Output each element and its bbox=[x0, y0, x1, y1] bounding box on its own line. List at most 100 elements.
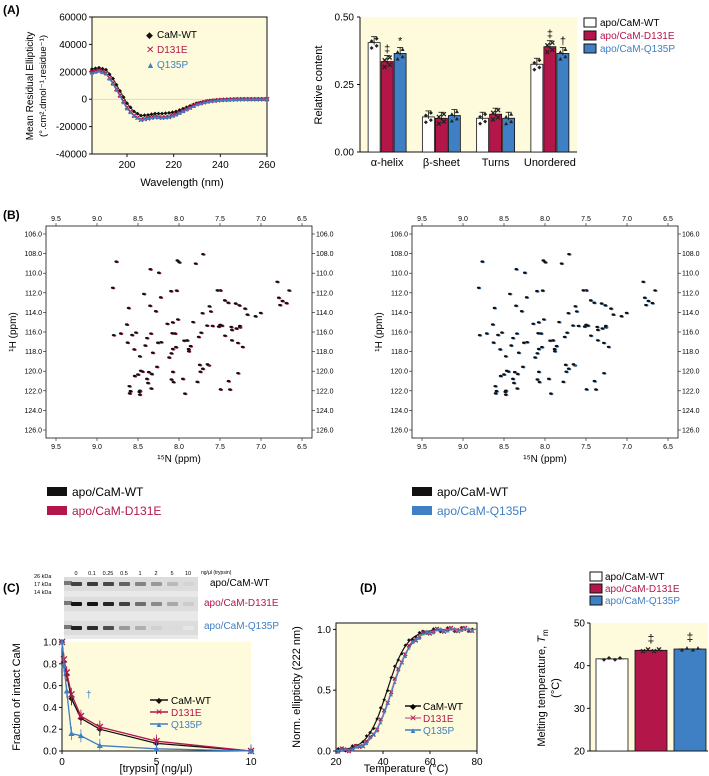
nmr-peak-wt bbox=[253, 315, 258, 318]
svg-text:▲: ▲ bbox=[409, 726, 417, 735]
cd-point bbox=[195, 102, 199, 107]
melt-point bbox=[449, 626, 453, 630]
nmr-peak-wt bbox=[506, 370, 511, 373]
melt-point bbox=[424, 629, 429, 633]
ss-significance: * bbox=[398, 35, 403, 47]
nmr-peak-wt bbox=[142, 292, 146, 296]
trypsin-point bbox=[153, 745, 160, 752]
nmr-spectrum-left: 9.5 9.5 9.0 9.0 8.5 8.5 8.0 8.0 7.5 7.5 7.0 7.0 6.5 6… bbox=[8, 216, 334, 465]
nmr-peak-wt bbox=[567, 252, 571, 256]
ss-bar bbox=[502, 117, 516, 153]
ss-replicate bbox=[382, 57, 388, 63]
nmr-peak-wt bbox=[533, 356, 537, 359]
cd-point bbox=[114, 82, 119, 87]
nmr-peak-wt bbox=[522, 341, 526, 344]
trypsin-y-axis-label: Fraction of intact CaM bbox=[11, 643, 23, 751]
cd-y-tick-label: 20000 bbox=[59, 67, 87, 78]
melt-point bbox=[421, 629, 425, 634]
nmr-y-tick-label-right: 106.0 bbox=[316, 232, 334, 239]
ss-significance: † bbox=[560, 35, 566, 47]
nmr-peak-wt bbox=[536, 347, 541, 351]
nmr-peak-wt bbox=[173, 332, 177, 335]
cd-point bbox=[226, 97, 231, 102]
nmr-y-tick-label-right: 122.0 bbox=[316, 388, 334, 395]
gel-band bbox=[71, 626, 82, 630]
nmr-peak-wt bbox=[642, 296, 647, 299]
tm-y-tick-label: 50 bbox=[574, 619, 586, 630]
nmr-peak-wt bbox=[233, 302, 238, 305]
nmr-x-tick-label: 6.5 bbox=[297, 444, 307, 451]
nmr-y-tick-label-right: 108.0 bbox=[682, 251, 700, 258]
melt-point bbox=[364, 734, 369, 738]
cd-point bbox=[202, 100, 206, 105]
tm-replicate bbox=[602, 657, 606, 662]
tm-replicate bbox=[613, 657, 617, 662]
nmr-y-tick-label: 120.0 bbox=[24, 369, 42, 376]
nmr-peak-wt bbox=[566, 367, 571, 370]
nmr-peak-wt bbox=[536, 370, 541, 374]
ss-replicate bbox=[436, 114, 442, 120]
nmr-peak-wt bbox=[498, 374, 503, 378]
nmr-peak-wt bbox=[603, 324, 608, 328]
nmr-peak-wt bbox=[596, 328, 600, 332]
ss-replicate bbox=[483, 112, 488, 117]
nmr-peak-wt bbox=[126, 306, 131, 310]
melt-legend-wt: CaM-WT bbox=[423, 702, 463, 713]
melt-point bbox=[361, 744, 365, 748]
nmr-y-tick-label-right: 120.0 bbox=[682, 369, 700, 376]
nmr-peak-wt bbox=[150, 351, 155, 354]
nmr-peak-wt bbox=[153, 310, 158, 313]
cd-legend-marker-q135p: ▲ bbox=[146, 60, 155, 70]
nmr-peak-wt bbox=[215, 289, 220, 292]
nmr-peak-wt bbox=[170, 332, 174, 335]
tm-bar-chart: 20 30 40 50 ‡ ‡ Melting temperature, Tm (°C)… bbox=[536, 571, 708, 758]
nmr-peak-wt bbox=[186, 347, 191, 351]
panel-label-a: (A) bbox=[3, 3, 20, 17]
ss-significance: ‡ bbox=[384, 44, 390, 56]
nmr-peak-wt bbox=[476, 286, 481, 289]
nmr-peak-wt bbox=[137, 390, 142, 394]
ss-replicate bbox=[428, 118, 433, 123]
melt-point bbox=[378, 706, 383, 710]
nmr-peak-wt bbox=[110, 286, 115, 289]
nmr-y-tick-label: 106.0 bbox=[24, 232, 42, 239]
cd-x-tick-label: 260 bbox=[259, 160, 276, 171]
nmr-peak-wt bbox=[595, 339, 600, 342]
ss-bar bbox=[556, 53, 570, 153]
gel-conc-label: 2 bbox=[154, 571, 157, 577]
melt-x-tick-label: 80 bbox=[471, 757, 483, 768]
nmr-peak-wt bbox=[183, 392, 187, 395]
gel-band bbox=[87, 626, 98, 630]
melt-point bbox=[375, 729, 379, 733]
cd-point bbox=[170, 113, 175, 118]
svg-text:◆: ◆ bbox=[410, 702, 417, 711]
panel-label-c: (C) bbox=[3, 581, 20, 595]
nmr-peak-wt bbox=[536, 321, 541, 324]
nmr-peak-wt bbox=[561, 380, 566, 384]
gel-band bbox=[119, 602, 130, 606]
nmr-spectrum-right: 9.5 9.5 9.0 9.0 8.5 8.5 8.0 8.0 7.5 7.5 7.0 7.0 6.5 6… bbox=[374, 216, 700, 465]
melt-point bbox=[354, 744, 358, 749]
nmr-peak-wt bbox=[549, 392, 553, 395]
cd-point bbox=[93, 70, 98, 74]
melt-point bbox=[463, 626, 468, 630]
nmr-peak-wt bbox=[137, 355, 142, 358]
ss-replicate bbox=[436, 121, 442, 127]
cd-legend-d131e: D131E bbox=[157, 45, 188, 56]
ss-replicate bbox=[563, 54, 568, 59]
nmr-peak-wt bbox=[547, 377, 551, 381]
cd-point bbox=[121, 95, 126, 100]
nmr-y-tick-label-right: 112.0 bbox=[682, 290, 699, 297]
melt-point bbox=[421, 632, 425, 636]
nmr-peak-wt bbox=[201, 252, 205, 256]
cd-point bbox=[156, 115, 161, 119]
ss-bar bbox=[543, 46, 557, 153]
cd-point bbox=[153, 111, 157, 116]
nmr-peak-wt bbox=[494, 389, 499, 393]
nmr-peak-wt bbox=[522, 271, 527, 274]
nmr-y-tick-label: 126.0 bbox=[390, 428, 408, 435]
trypsin-gel: 26 kDa 17 kDa 14 kDa 0 0.1 0.25 0.5 1 2 5 10 ng… bbox=[34, 570, 279, 639]
cd-legend: ◆ CaM-WT ✕ D131E ▲ Q135P bbox=[146, 30, 197, 71]
gel-conc-label: 5 bbox=[170, 571, 173, 577]
trypsin-x-axis-label: [trypsin] (ng/µl) bbox=[120, 763, 193, 775]
